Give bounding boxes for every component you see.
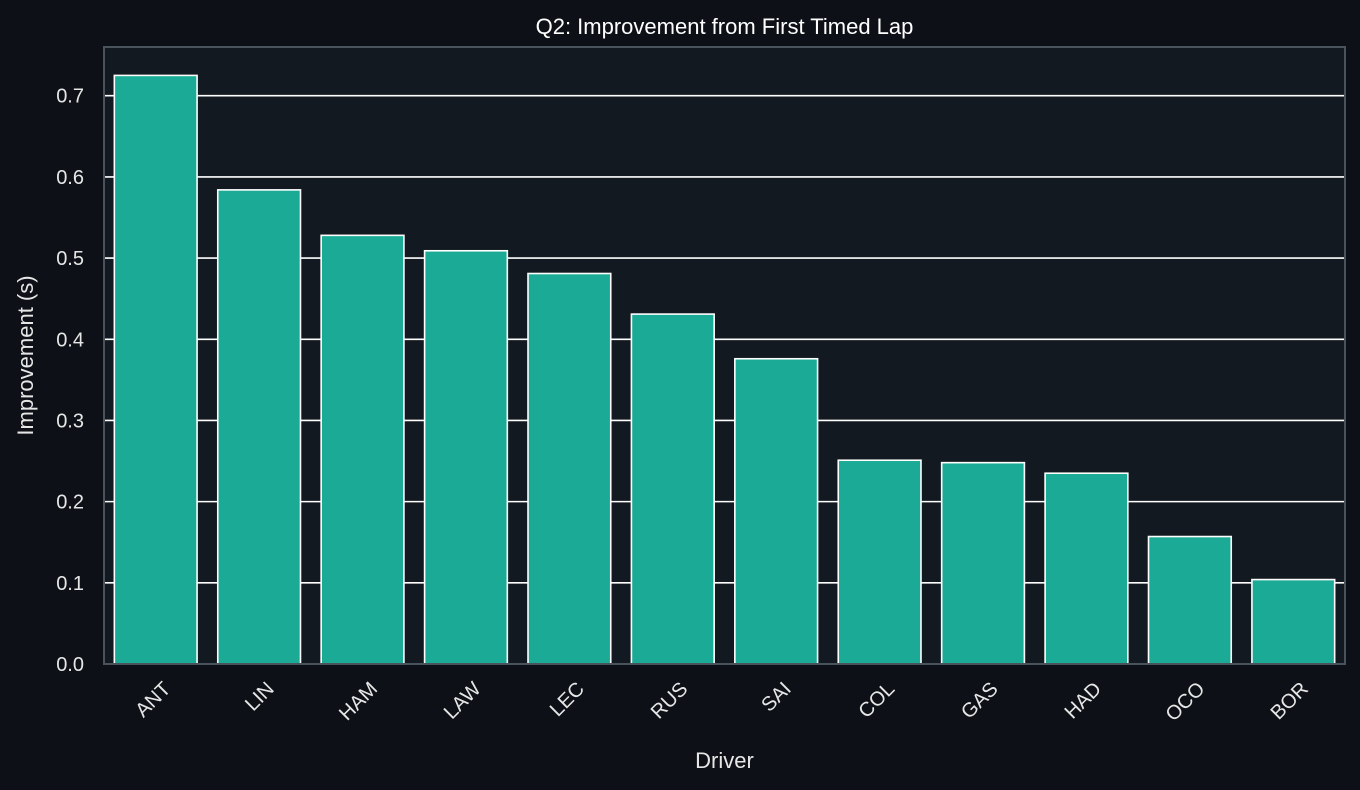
y-axis-label: Improvement (s) — [13, 275, 38, 435]
x-tick-label: HAM — [335, 678, 382, 725]
y-tick-label: 0.3 — [56, 410, 84, 432]
plot-frame — [103, 46, 1346, 665]
y-tick-label: 0.0 — [56, 654, 84, 676]
bar-ham — [320, 234, 405, 665]
x-tick-label: ANT — [131, 678, 175, 722]
bar-gas — [940, 461, 1026, 665]
plot-area — [104, 47, 1345, 664]
x-tick-label: OCO — [1162, 678, 1210, 726]
x-axis-label: Driver — [695, 748, 754, 773]
bar-lec — [527, 272, 612, 665]
y-tick-label: 0.4 — [56, 329, 84, 351]
y-tick-label: 0.6 — [56, 167, 84, 189]
x-axis-ticks: ANT LIN HAM LAW LEC RUS SAI COL GAS HAD OCO BOR — [131, 678, 1312, 726]
x-tick-label: HAD — [1061, 678, 1106, 723]
x-tick-label: SAI — [757, 678, 795, 716]
x-tick-label: BOR — [1267, 678, 1313, 724]
x-tick-label: LIN — [241, 678, 279, 716]
bar-ant — [113, 74, 198, 665]
y-axis-ticks: 0.0 0.1 0.2 0.3 0.4 0.5 0.6 0.7 — [56, 86, 84, 676]
bar-sai — [734, 357, 819, 665]
y-tick-label: 0.2 — [56, 492, 84, 514]
x-tick-label: GAS — [957, 678, 1002, 723]
x-tick-label: RUS — [647, 678, 692, 723]
bar-oco — [1147, 535, 1233, 665]
y-tick-label: 0.1 — [56, 573, 84, 595]
y-tick-label: 0.7 — [56, 86, 84, 108]
gridlines — [104, 94, 1345, 584]
bar-rus — [630, 313, 715, 665]
chart-title: Q2: Improvement from First Timed Lap — [536, 14, 914, 39]
x-tick-label: LAW — [440, 678, 486, 724]
y-tick-label: 0.5 — [56, 248, 84, 270]
bar-lin — [216, 189, 302, 665]
x-tick-label: LEC — [546, 678, 589, 721]
bar-had — [1044, 472, 1129, 665]
bar-law — [423, 249, 509, 665]
x-tick-label: COL — [855, 678, 900, 723]
bar-bor — [1251, 578, 1336, 665]
bar-col — [837, 459, 922, 665]
